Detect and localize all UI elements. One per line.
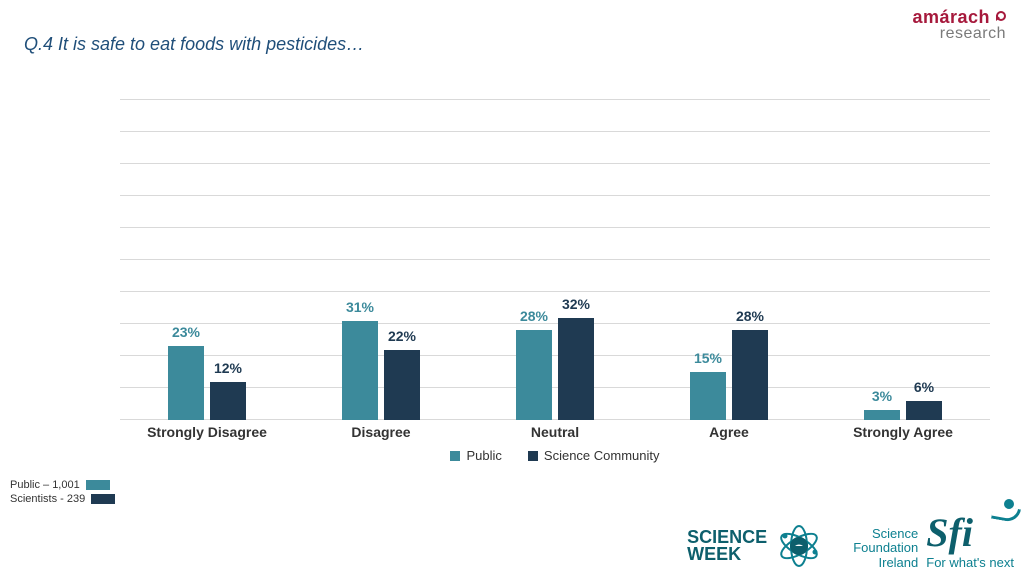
x-axis-label: Strongly Agree [816, 424, 990, 440]
bar-science: 22% [384, 350, 420, 420]
bar-science: 12% [210, 382, 246, 420]
amarach-logo-icon [996, 11, 1006, 21]
legend-swatch-public [450, 451, 460, 461]
chart-bars: 23%12%31%22%28%32%15%28%3%6% [120, 100, 990, 420]
sfi-mark: Sfi [926, 509, 1014, 556]
bar-value-label: 28% [736, 308, 764, 324]
science-week-line2: WEEK [687, 546, 767, 563]
sfi-mark-text: Sfi [926, 510, 973, 555]
sample-size-note: Public – 1,001 Scientists - 239 [10, 478, 115, 507]
sample-scientists-label: Scientists - 239 [10, 492, 85, 506]
sfi-arc-icon [991, 504, 1021, 523]
bar-value-label: 22% [388, 328, 416, 344]
bar-science: 6% [906, 401, 942, 420]
x-axis-label: Neutral [468, 424, 642, 440]
bar-public: 23% [168, 346, 204, 420]
bar-public: 28% [516, 330, 552, 420]
bar-chart: 23%12%31%22%28%32%15%28%3%6% [120, 100, 990, 420]
bar-group: 23%12% [120, 100, 294, 420]
bar-group: 15%28% [642, 100, 816, 420]
bar-value-label: 28% [520, 308, 548, 324]
bar-science: 32% [558, 318, 594, 420]
bar-group: 3% 6% [816, 100, 990, 420]
bar-value-label: 31% [346, 299, 374, 315]
bar-value-label: 3% [872, 388, 892, 404]
bar-value-label: 32% [562, 296, 590, 312]
sfi-logo: Science Foundation Ireland Sfi For what'… [853, 509, 1014, 570]
chart-x-labels: Strongly DisagreeDisagreeNeutralAgreeStr… [120, 424, 990, 440]
legend-item-public: Public [450, 448, 501, 463]
sfi-line1: Science [853, 527, 918, 541]
sample-public-label: Public – 1,001 [10, 478, 80, 492]
science-week-logo: SCIENCE WEEK [687, 522, 823, 570]
bar-group: 28%32% [468, 100, 642, 420]
sfi-line2: Foundation [853, 541, 918, 555]
bar-group: 31%22% [294, 100, 468, 420]
footer-logos: SCIENCE WEEK Science Foundation Ireland [687, 509, 1014, 570]
bar-value-label: 23% [172, 324, 200, 340]
sample-scientists-swatch [91, 494, 115, 504]
bar-public: 15% [690, 372, 726, 420]
legend-label-public: Public [466, 448, 501, 463]
sample-public-swatch [86, 480, 110, 490]
x-axis-label: Agree [642, 424, 816, 440]
legend-swatch-science [528, 451, 538, 461]
page-title: Q.4 It is safe to eat foods with pestici… [24, 34, 364, 55]
chart-legend: Public Science Community [120, 448, 990, 463]
bar-science: 28% [732, 330, 768, 420]
legend-label-science: Science Community [544, 448, 660, 463]
bar-value-label: 15% [694, 350, 722, 366]
sfi-tagline: For what's next [926, 556, 1014, 570]
amarach-logo-line1: amárach [912, 7, 990, 27]
atom-icon [775, 522, 823, 570]
amarach-logo-line2: research [912, 26, 1006, 42]
amarach-logo: amárach research [912, 8, 1006, 42]
x-axis-label: Strongly Disagree [120, 424, 294, 440]
bar-public: 3% [864, 410, 900, 420]
x-axis-label: Disagree [294, 424, 468, 440]
legend-item-science: Science Community [528, 448, 660, 463]
bar-value-label: 6% [914, 379, 934, 395]
bar-public: 31% [342, 321, 378, 420]
bar-value-label: 12% [214, 360, 242, 376]
sfi-line3: Ireland [853, 556, 918, 570]
